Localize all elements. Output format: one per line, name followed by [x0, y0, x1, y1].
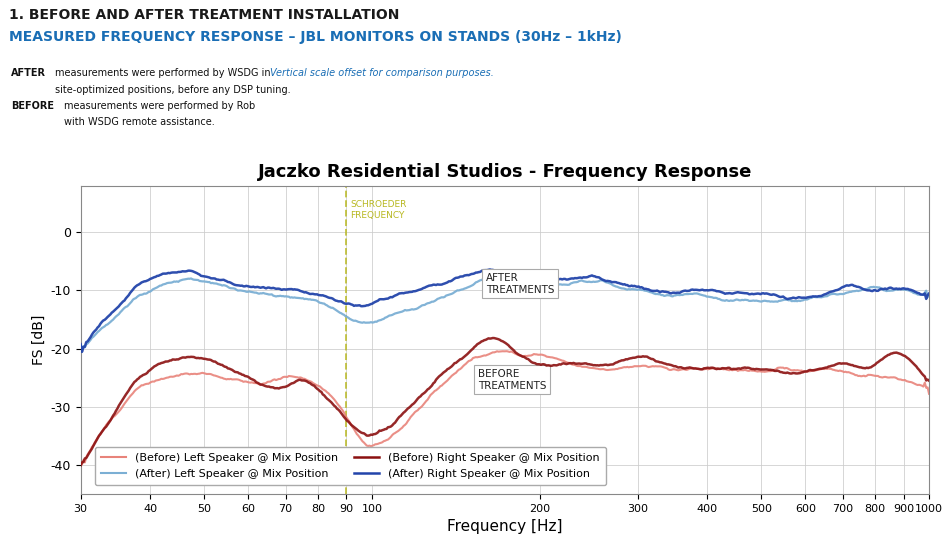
Text: AFTER
TREATMENTS: AFTER TREATMENTS	[485, 273, 555, 294]
Text: measurements were performed by WSDG in: measurements were performed by WSDG in	[55, 68, 270, 78]
Text: BEFORE: BEFORE	[11, 101, 54, 111]
Text: 1. BEFORE AND AFTER TREATMENT INSTALLATION: 1. BEFORE AND AFTER TREATMENT INSTALLATI…	[9, 8, 400, 22]
Title: Jaczko Residential Studios - Frequency Response: Jaczko Residential Studios - Frequency R…	[258, 163, 752, 181]
Y-axis label: FS [dB]: FS [dB]	[32, 314, 46, 365]
Text: BEFORE
TREATMENTS: BEFORE TREATMENTS	[478, 369, 546, 390]
Text: MEASURED FREQUENCY RESPONSE – JBL MONITORS ON STANDS (30Hz – 1kHz): MEASURED FREQUENCY RESPONSE – JBL MONITO…	[9, 30, 622, 44]
X-axis label: Frequency [Hz]: Frequency [Hz]	[447, 519, 562, 535]
Text: site-optimized positions, before any DSP tuning.: site-optimized positions, before any DSP…	[55, 85, 291, 94]
Text: with WSDG remote assistance.: with WSDG remote assistance.	[64, 117, 215, 127]
Legend: (Before) Left Speaker @ Mix Position, (After) Left Speaker @ Mix Position, (Befo: (Before) Left Speaker @ Mix Position, (A…	[95, 447, 606, 485]
Text: AFTER: AFTER	[11, 68, 46, 78]
Text: Vertical scale offset for comparison purposes.: Vertical scale offset for comparison pur…	[270, 68, 494, 78]
Text: SCHROEDER
FREQUENCY: SCHROEDER FREQUENCY	[351, 200, 407, 219]
Text: measurements were performed by Rob: measurements were performed by Rob	[64, 101, 256, 111]
